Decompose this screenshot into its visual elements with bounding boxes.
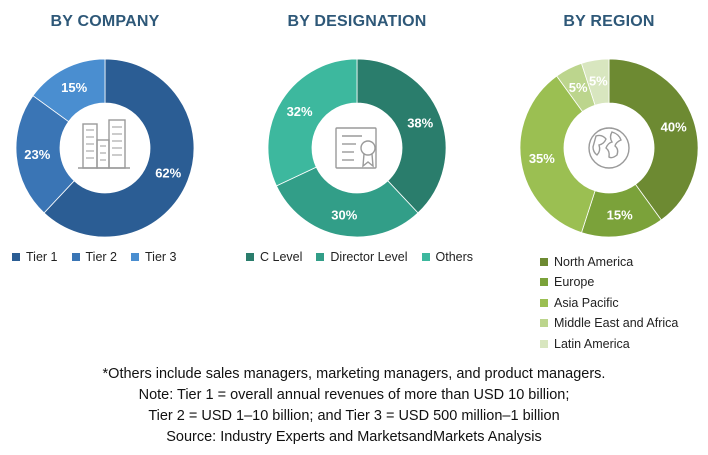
region-label-latin-america: 5% (589, 73, 608, 88)
company-legend-item-tier-3: Tier 3 (131, 250, 177, 264)
region-label-middle-east-and-africa: 5% (569, 80, 588, 95)
designation-label-director-level: 30% (331, 207, 357, 222)
region-legend-item-europe: Europe (540, 275, 678, 290)
region-legend-item-latin-america: Latin America (540, 336, 678, 351)
region-legend-label-asia-pacific: Asia Pacific (554, 295, 619, 310)
region-label-north-america: 40% (661, 119, 687, 134)
designation-slice-c-level (356, 58, 447, 214)
company-legend-label-tier-3: Tier 3 (145, 250, 177, 264)
footnote-others: *Others include sales managers, marketin… (102, 366, 606, 382)
region-legend-label-latin-america: Latin America (554, 336, 630, 351)
company-chart-title: BY COMPANY (50, 13, 160, 30)
company-legend-swatch-tier-1 (12, 253, 20, 261)
company-legend-item-tier-2: Tier 2 (71, 250, 118, 264)
designation-label-c-level: 38% (407, 115, 433, 130)
certificate-icon (335, 127, 377, 169)
region-legend-swatch-asia-pacific (540, 298, 548, 307)
region-chart-title: BY REGION (563, 13, 655, 30)
designation-legend-item-others: Others (421, 250, 474, 264)
company-panel: BY COMPANY (0, 0, 210, 270)
footnote-source: Source: Industry Experts and MarketsandM… (166, 429, 542, 445)
region-panel: BY REGION (504, 0, 708, 270)
company-legend-swatch-tier-2 (71, 253, 80, 261)
company-legend-label-tier-1: Tier 1 (26, 250, 58, 264)
designation-legend-item-director-level: Director Level (316, 250, 408, 264)
region-donut-chart: 40% 15% 35% 5% 5% (519, 58, 699, 238)
designation-legend-item-c-level: C Level (246, 250, 302, 264)
company-label-tier-3: 15% (61, 80, 87, 95)
designation-legend-label-c-level: C Level (260, 250, 303, 264)
region-label-europe: 15% (607, 208, 633, 223)
designation-legend-swatch-director-level (316, 253, 325, 261)
region-legend-label-europe: Europe (554, 275, 595, 289)
designation-chart-title: BY DESIGNATION (287, 13, 427, 30)
designation-legend-swatch-others (421, 253, 430, 261)
region-legend-swatch-middle-east-and-africa (540, 319, 548, 327)
company-label-tier-2: 23% (24, 147, 50, 162)
region-legend-swatch-north-america (540, 257, 548, 266)
region-legend-item-asia-pacific: Asia Pacific (540, 295, 678, 310)
company-legend-swatch-tier-3 (131, 253, 139, 261)
region-legend-item-north-america: North America (540, 254, 678, 269)
footnote-tier1: Note: Tier 1 = overall annual revenues o… (138, 387, 570, 403)
company-legend: Tier 1 Tier 2 Tier 3 (12, 250, 191, 264)
company-legend-item-tier-1: Tier 1 (12, 250, 58, 264)
designation-donut-hole (312, 103, 402, 193)
region-donut-hole (564, 103, 654, 193)
region-label-asia-pacific: 35% (529, 151, 555, 166)
designation-donut-chart: 38% 30% 32% (267, 58, 447, 238)
company-donut-chart: 62% 23% 15% (15, 58, 195, 238)
designation-label-others: 32% (287, 104, 313, 119)
footnotes: *Others include sales managers, marketin… (0, 364, 708, 448)
buildings-icon (78, 119, 130, 169)
globe-icon (588, 127, 630, 169)
designation-panel: BY DESIGNATION (252, 0, 462, 270)
region-legend-swatch-latin-america (540, 339, 548, 348)
region-legend-label-north-america: North America (554, 254, 634, 269)
company-label-tier-1: 62% (155, 166, 181, 181)
designation-legend-label-others: Others (435, 250, 474, 264)
designation-legend: C Level Director Level Others (246, 250, 487, 264)
designation-legend-swatch-c-level (246, 253, 254, 261)
region-legend-swatch-europe (540, 278, 548, 286)
designation-legend-label-director-level: Director Level (330, 250, 408, 264)
region-legend-label-middle-east-and-africa: Middle East and Africa (554, 316, 679, 330)
company-donut-hole (60, 103, 150, 193)
region-legend: North America Europe Asia Pacific Middle Ea… (540, 254, 678, 357)
company-legend-label-tier-2: Tier 2 (85, 250, 118, 264)
footnote-tier2-tier3: Tier 2 = USD 1–10 billion; and Tier 3 = … (148, 408, 560, 424)
region-legend-item-middle-east-and-africa: Middle East and Africa (540, 316, 678, 331)
